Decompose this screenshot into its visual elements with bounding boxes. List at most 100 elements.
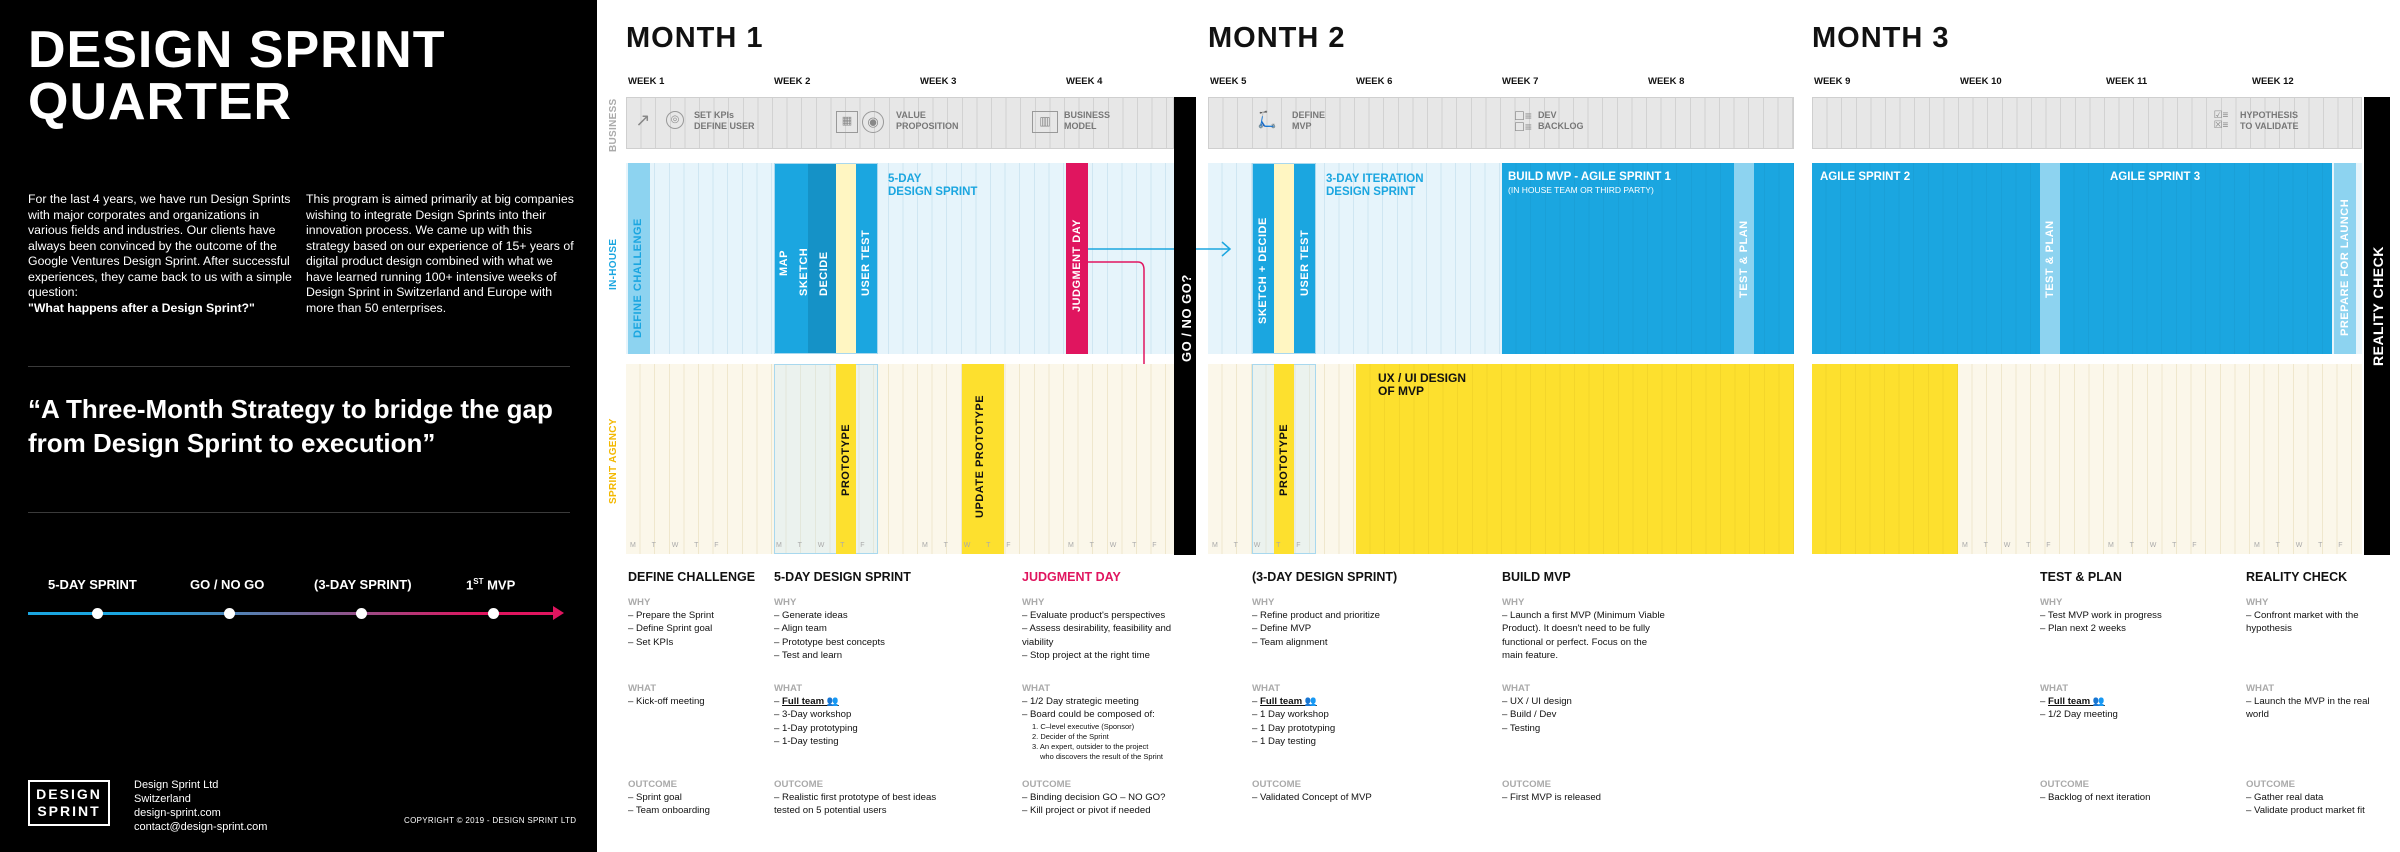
uxui-line-2: OF MVP [1378, 384, 1425, 398]
list-item: Prepare the Sprint [628, 609, 793, 622]
desc-judgment-day: JUDGMENT DAY WHY Evaluate product's pers… [1022, 570, 1171, 816]
business-dev-1: DEV [1538, 110, 1557, 120]
list-item: 1 Day workshop [1252, 708, 1417, 721]
list-item: Testing [1502, 722, 1667, 735]
why-group: WHY Test MVP work in progressPlan next 2… [2040, 596, 2205, 636]
list-item: 1. C–level executive (Sponsor) [1032, 721, 1135, 731]
prototype-gap-block-2 [1274, 163, 1294, 354]
list-item: Test MVP work in progress [2040, 609, 2205, 622]
timeline-label-mvp: 1ST MVP [466, 577, 515, 592]
week-label: WEEK 4 [1066, 76, 1103, 87]
list-item: Kick-off meeting [628, 695, 793, 708]
company-email[interactable]: contact@design-sprint.com [134, 821, 268, 833]
day-letters: M T W T F [1068, 542, 1164, 549]
outcome-label: OUTCOME [1252, 779, 1302, 790]
company-website[interactable]: design-sprint.com [134, 807, 221, 819]
business-value-prop: VALUE PROPOSITION [896, 110, 959, 132]
what-group: WHAT UX / UI designBuild / DevTesting [1502, 682, 1667, 735]
what-label: WHAT [628, 683, 657, 694]
company-country: Switzerland [134, 793, 191, 805]
outcome-label: OUTCOME [2040, 779, 2090, 790]
company-name: Design Sprint Ltd [134, 779, 219, 791]
day-letters: M T W T F [922, 542, 1018, 549]
why-group: WHY Prepare the SprintDefine Sprint goal… [628, 596, 793, 649]
business-vp-1: VALUE [896, 110, 926, 120]
list-item: Confront market with the hypothesis [2246, 609, 2386, 635]
list-item: Launch a first MVP (Minimum Viable Produ… [1502, 609, 1667, 662]
business-mvp-1: DEFINE [1292, 110, 1326, 120]
why-label: WHY [628, 597, 651, 608]
three-day-label: 3-DAY ITERATION DESIGN SPRINT [1326, 173, 1424, 199]
desc-3day-sprint: (3-DAY DESIGN SPRINT) WHY Refine product… [1252, 570, 1398, 803]
row-label-inhouse: IN-HOUSE [608, 238, 619, 290]
business-model: BUSINESS MODEL [1064, 110, 1110, 132]
list-item: Binding decision GO – NO GO? [1022, 791, 1187, 804]
prototype-gap-block [836, 163, 856, 354]
outcome-label: OUTCOME [2246, 779, 2296, 790]
business-band-m2 [1208, 97, 1794, 149]
day-letters: M T W T F [1962, 542, 2058, 549]
list-item: Full team 👥 [774, 695, 939, 708]
week-label: WEEK 8 [1648, 76, 1685, 87]
page-title: DESIGN SPRINT QUARTER [28, 24, 446, 128]
prototype-block [836, 364, 856, 554]
five-day-label: 5-DAY DESIGN SPRINT [888, 173, 977, 199]
list-item: Refine product and prioritize [1252, 609, 1417, 622]
day-letters: M T W T F [2108, 542, 2204, 549]
outcome-group: OUTCOME Binding decision GO – NO GO?Kill… [1022, 778, 1187, 818]
week-label: WEEK 9 [1814, 76, 1851, 87]
week-label: WEEK 5 [1210, 76, 1247, 87]
agency-month3-block [1812, 364, 1958, 554]
backlog-list-icon: ☐≡ ☐≡ [1514, 109, 1532, 134]
desc-title: DEFINE CHALLENGE [628, 570, 756, 584]
prototype-label: PROTOTYPE [840, 423, 852, 496]
agile-sprint-3-label: AGILE SPRINT 3 [2110, 171, 2201, 183]
why-group: WHY Evaluate product's perspectivesAsses… [1022, 596, 1187, 662]
list-item: First MVP is released [1502, 791, 1667, 804]
what-label: WHAT [2246, 683, 2275, 694]
what-label: WHAT [1252, 683, 1281, 694]
list-item: Realistic first prototype of best ideas … [774, 791, 939, 817]
week-label: WEEK 1 [628, 76, 665, 87]
week-label: WEEK 10 [1960, 76, 2002, 87]
desc-test-plan: TEST & PLAN WHY Test MVP work in progres… [2040, 570, 2185, 803]
go-no-go-bar [1174, 97, 1196, 555]
three-day-line-2: DESIGN SPRINT [1326, 186, 1416, 198]
outcome-group: OUTCOME First MVP is released [1502, 778, 1667, 804]
agile-sprint-2-label: AGILE SPRINT 2 [1820, 171, 1911, 183]
intro-paragraph-2: This program is aimed primarily at big c… [306, 192, 574, 315]
why-label: WHY [2246, 597, 2269, 608]
user-test-block-2 [1294, 163, 1316, 354]
why-label: WHY [2040, 597, 2063, 608]
logo: DESIGN SPRINT [28, 780, 110, 826]
intro-question: "What happens after a Design Sprint?" [28, 300, 255, 315]
update-prototype-block [962, 364, 1004, 554]
timeline-dot [356, 608, 367, 619]
mvp-sup: ST [473, 577, 484, 586]
timeline-dot [488, 608, 499, 619]
title-line-2: QUARTER [28, 73, 293, 131]
business-mvp-2: MVP [1292, 121, 1312, 131]
desc-title: (3-DAY DESIGN SPRINT) [1252, 570, 1398, 584]
divider [28, 512, 570, 513]
update-prototype-label: UPDATE PROTOTYPE [974, 394, 986, 518]
why-group: WHY Refine product and prioritizeDefine … [1252, 596, 1417, 649]
desc-title: BUILD MVP [1502, 570, 1571, 584]
list-item: Assess desirability, feasibility and via… [1022, 622, 1187, 648]
business-mvp: DEFINE MVP [1292, 110, 1325, 132]
list-item: Test and learn [774, 649, 939, 662]
week-label: WEEK 3 [920, 76, 957, 87]
day-letters: M T W T F [776, 542, 872, 549]
build-mvp-label: BUILD MVP - AGILE SPRINT 1 (IN HOUSE TEAM… [1508, 171, 1671, 197]
why-label: WHY [1502, 597, 1525, 608]
checklist-icon: ☑≡ ☒≡ [2213, 110, 2229, 131]
prepare-launch-block [2334, 163, 2356, 354]
list-item: Team onboarding [628, 804, 793, 817]
list-item: 1 Day prototyping [1252, 722, 1417, 735]
timeline-label-go: GO / NO GO [190, 577, 265, 592]
judgment-day-block [1066, 163, 1088, 354]
row-label-agency: SPRINT AGENCY [608, 418, 619, 504]
business-kpi: SET KPIs DEFINE USER [694, 110, 755, 132]
prepare-launch-label: PREPARE FOR LAUNCH [2339, 198, 2351, 336]
outcome-label: OUTCOME [774, 779, 824, 790]
